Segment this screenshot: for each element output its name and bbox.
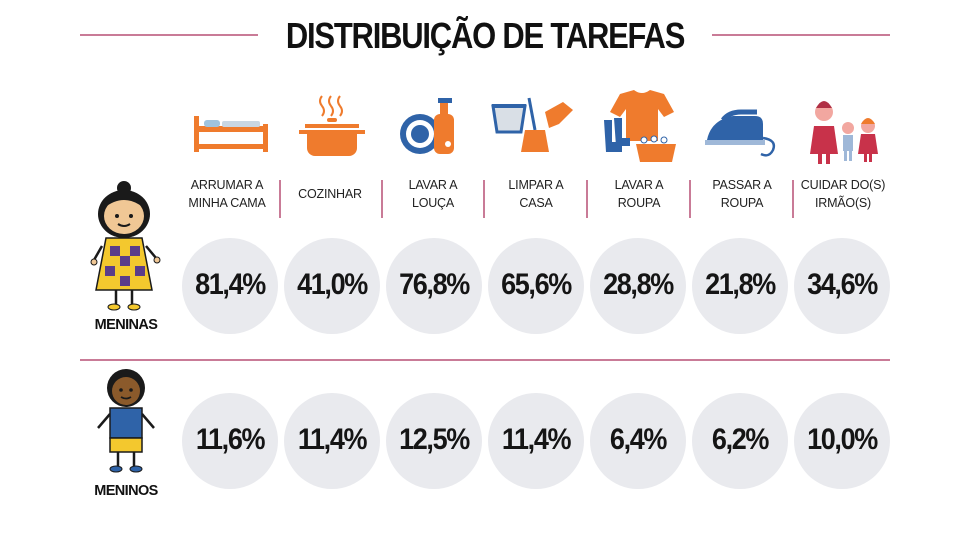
task-label-line: PASSAR A xyxy=(712,178,772,192)
value-circle xyxy=(488,238,584,334)
title-bar: DISTRIBUIÇÃO DE TAREFAS xyxy=(80,12,890,60)
value-circle xyxy=(794,238,890,334)
value-circle xyxy=(590,238,686,334)
value-label: 6,4% xyxy=(609,423,668,456)
siblings-icon xyxy=(810,101,878,164)
task-label-line: ARRUMAR A xyxy=(190,178,264,192)
task-label-passar-roupa: PASSAR A ROUPA xyxy=(692,176,792,212)
task-label-line: CUIDAR DO(S) xyxy=(800,178,886,192)
task-label-line: LAVAR A xyxy=(408,178,458,192)
cleaning-icon xyxy=(491,97,573,152)
value-label: 65,6% xyxy=(501,268,572,301)
task-label-line: MINHA CAMA xyxy=(188,196,266,210)
value-label: 41,0% xyxy=(297,268,368,301)
value-label: 11,4% xyxy=(501,423,572,456)
task-label-line: CASA xyxy=(519,196,553,210)
value-label: 76,8% xyxy=(399,268,470,301)
dishes-icon xyxy=(400,98,454,154)
title-rule-left xyxy=(80,34,258,36)
value-circle xyxy=(488,393,584,489)
value-label: 6,2% xyxy=(711,423,770,456)
value-circle xyxy=(182,393,278,489)
task-label-line: ROUPA xyxy=(720,196,764,210)
value-circle xyxy=(386,238,482,334)
task-label-line: ROUPA xyxy=(617,196,661,210)
chart-title: DISTRIBUIÇÃO DE TAREFAS xyxy=(285,15,686,56)
task-label-limpar-casa: LIMPAR A CASA xyxy=(486,176,586,212)
value-circle xyxy=(590,393,686,489)
task-label-lavar-roupa: LAVAR A ROUPA xyxy=(589,176,689,212)
group-label-meninas: MENINAS xyxy=(94,317,158,333)
value-label: 28,8% xyxy=(603,268,674,301)
task-label-line: IRMÃO(S) xyxy=(814,196,872,210)
value-circle xyxy=(284,393,380,489)
pot-icon xyxy=(299,95,365,156)
value-circle xyxy=(386,393,482,489)
value-label: 34,6% xyxy=(807,268,878,301)
value-label: 21,8% xyxy=(705,268,776,301)
label-divider xyxy=(279,180,281,218)
label-divider xyxy=(381,180,383,218)
value-label: 10,0% xyxy=(807,423,878,456)
value-circle xyxy=(692,393,788,489)
value-label: 11,4% xyxy=(297,423,368,456)
task-label-arrumar: ARRUMAR A MINHA CAMA xyxy=(177,176,277,212)
task-label-cozinhar: COZINHAR xyxy=(280,185,380,203)
label-divider xyxy=(586,180,588,218)
task-label-lavar-louca: LAVAR A LOUÇA xyxy=(383,176,483,212)
task-label-line: LOUÇA xyxy=(411,196,455,210)
value-circle xyxy=(182,238,278,334)
boy-figure xyxy=(97,369,155,473)
value-circle xyxy=(284,238,380,334)
group-divider xyxy=(80,359,890,361)
laundry-icon xyxy=(604,90,676,162)
task-label-cuidar-irmaos: CUIDAR DO(S) IRMÃO(S) xyxy=(793,176,893,212)
group-label-meninos: MENINOS xyxy=(94,483,158,499)
value-label: 12,5% xyxy=(399,423,470,456)
title-rule-right xyxy=(712,34,890,36)
value-circle xyxy=(692,238,788,334)
label-divider xyxy=(689,180,691,218)
task-label-line: LAVAR A xyxy=(614,178,664,192)
task-label-line: LIMPAR A xyxy=(508,178,564,192)
label-divider xyxy=(792,180,794,218)
bed-icon xyxy=(194,116,268,152)
value-label: 11,6% xyxy=(195,423,266,456)
value-circle xyxy=(794,393,890,489)
iron-icon xyxy=(705,109,776,157)
girl-figure xyxy=(90,181,161,311)
label-divider xyxy=(483,180,485,218)
task-label-line: COZINHAR xyxy=(298,187,362,201)
value-label: 81,4% xyxy=(195,268,266,301)
